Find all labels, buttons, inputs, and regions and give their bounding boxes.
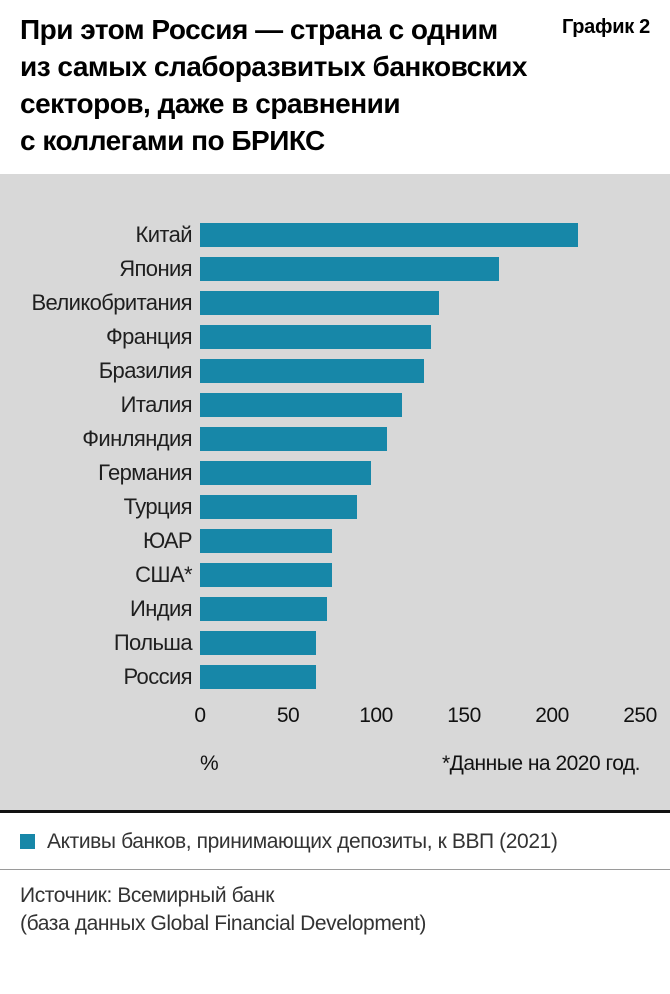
- bar: [200, 630, 317, 655]
- bar-track: [200, 528, 640, 553]
- header: При этом Россия — страна с одним из самы…: [0, 0, 670, 174]
- bar-track: [200, 630, 640, 655]
- legend-label: Активы банков, принимающих депозиты, к В…: [47, 829, 558, 853]
- category-label: Польша: [113, 629, 193, 655]
- bar: [200, 358, 424, 383]
- bar: [200, 596, 327, 621]
- legend-swatch-icon: [20, 834, 35, 850]
- bar-row: Китай: [0, 218, 640, 252]
- footnote: *Данные на 2020 год.: [441, 751, 641, 775]
- bar: [200, 290, 440, 315]
- category-label: Италия: [120, 391, 193, 417]
- x-axis: 0 50 100 150 200 250: [194, 703, 657, 734]
- x-axis-tick-label: 150: [447, 703, 481, 727]
- bar-row: Финляндия: [0, 422, 640, 456]
- bar-row: Россия: [0, 660, 640, 694]
- source-note: Источник: Всемирный банк (база данных Gl…: [0, 868, 670, 953]
- bar-track: [200, 256, 640, 281]
- bar-track: [200, 426, 640, 451]
- bar-track: [200, 324, 640, 349]
- category-label: Япония: [119, 255, 192, 281]
- axis-notes: % *Данные на 2020 год.: [200, 751, 641, 776]
- category-label: Китай: [135, 221, 193, 247]
- x-axis-tick-label: 100: [359, 703, 393, 727]
- bar: [200, 664, 317, 689]
- bar-track: [200, 358, 640, 383]
- category-label: Бразилия: [98, 357, 193, 383]
- bar-rows: Китай Япония Великобритания Франция Бразилия…: [0, 218, 640, 694]
- bar: [200, 562, 332, 587]
- chart-number-badge: График 2: [561, 16, 650, 38]
- bar-row: Индия: [0, 592, 640, 626]
- bar-track: [200, 460, 640, 485]
- bar-track: [200, 562, 640, 587]
- category-label: Финляндия: [82, 425, 192, 451]
- bar-track: [200, 290, 640, 315]
- bar: [200, 460, 371, 485]
- x-axis-tick-label: 50: [276, 703, 300, 727]
- category-label: Россия: [123, 663, 192, 689]
- category-label: Франция: [106, 323, 193, 349]
- category-label: Индия: [129, 595, 193, 621]
- category-label: Великобритания: [31, 289, 192, 315]
- bar-row: Франция: [0, 320, 640, 354]
- x-axis-tick-label: 0: [194, 703, 206, 727]
- bar-track: [200, 596, 640, 621]
- bar: [200, 392, 403, 417]
- bar-row: ЮАР: [0, 524, 640, 558]
- category-label: ЮАР: [142, 527, 193, 553]
- bar: [200, 528, 332, 553]
- bar-row: Бразилия: [0, 354, 640, 388]
- bar-row: Италия: [0, 388, 640, 422]
- bar: [200, 256, 500, 281]
- category-label: США*: [135, 561, 192, 587]
- bar: [200, 324, 431, 349]
- chart-area: Китай Япония Великобритания Франция Бразилия…: [0, 173, 670, 810]
- bar: [200, 494, 357, 519]
- bar-row: Турция: [0, 490, 640, 524]
- legend: Активы банков, принимающих депозиты, к В…: [0, 809, 670, 869]
- chart-title: При этом Россия — страна с одним из самы…: [20, 14, 527, 156]
- bar-row: Япония: [0, 252, 640, 286]
- x-axis-tick-label: 200: [535, 703, 569, 727]
- bar-track: [200, 664, 640, 689]
- category-label: Германия: [98, 459, 192, 485]
- bar: [200, 426, 387, 451]
- x-axis-unit-label: %: [200, 751, 219, 775]
- category-label: Турция: [123, 493, 193, 519]
- bar-row: Польша: [0, 626, 640, 660]
- bar-track: [200, 494, 640, 519]
- bar: [200, 222, 579, 247]
- bar-track: [200, 392, 640, 417]
- x-axis-tick-label: 250: [623, 703, 657, 727]
- bar-track: [200, 222, 640, 247]
- bar-row: Великобритания: [0, 286, 640, 320]
- bar-row: Германия: [0, 456, 640, 490]
- bar-row: США*: [0, 558, 640, 592]
